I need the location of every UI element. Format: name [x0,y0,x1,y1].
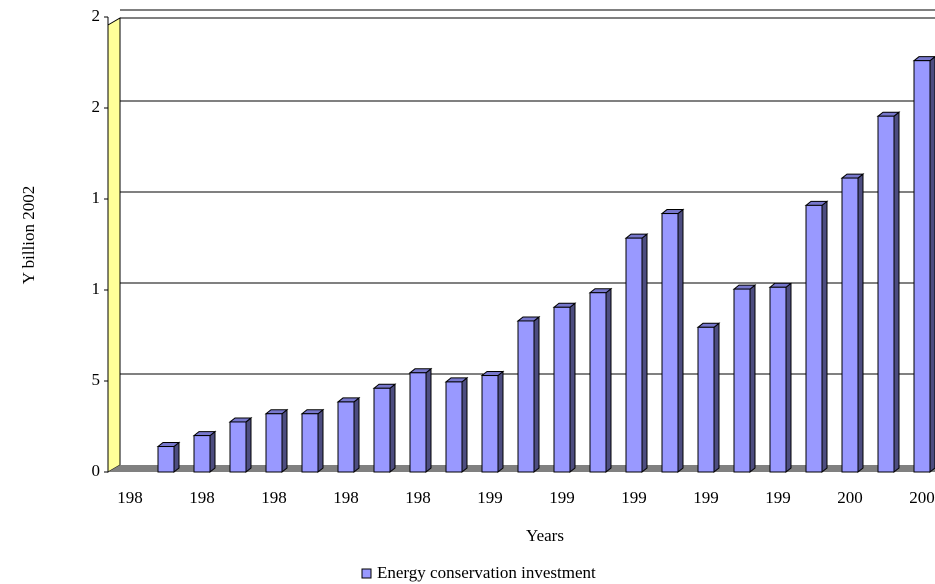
bar-side [353,396,360,474]
x-tick-label: 199 [549,488,575,507]
y-axis-title: Y billion 2002 [19,186,38,285]
y-tick-label: 5 [92,370,101,389]
bar-side [389,383,396,474]
y-tick-label: 2 [92,6,101,25]
bar [229,421,247,473]
left-wall [107,17,121,473]
bar-side [281,408,288,474]
bar [157,446,175,473]
bar [517,320,535,473]
x-tick-label: 200 [909,488,935,507]
x-tick-label: 199 [621,488,647,507]
bar-side [713,322,720,474]
bar [193,435,211,473]
bar-side [425,367,432,474]
bar [265,413,283,473]
bar [841,177,859,473]
bar-side [785,282,792,474]
x-tick-label: 199 [765,488,791,507]
bar [697,326,715,473]
bar-side [173,441,180,474]
bar [301,413,319,473]
y-tick-label: 1 [92,279,101,298]
bar-side [209,430,216,474]
bar-side [749,284,756,474]
bar-side [533,315,540,474]
bar-side [677,208,684,474]
bar [733,288,751,473]
y-tick-label: 0 [92,461,101,480]
x-tick-label: 199 [693,488,719,507]
bar [661,213,679,473]
bar [805,204,823,473]
bar [769,286,787,473]
legend-label: Energy conservation investment [377,563,596,582]
x-axis-title: Years [526,526,564,545]
bar [553,306,571,473]
bar-side [605,287,612,474]
x-tick-label: 200 [837,488,863,507]
bar [877,115,895,473]
x-tick-label: 198 [189,488,215,507]
bar-side [317,408,324,474]
bar-side [857,173,864,474]
bar-side [641,233,648,474]
bar-side [893,111,900,474]
bar-side [929,56,935,474]
bar [373,387,391,473]
bar-side [497,370,504,474]
bar [409,372,427,473]
bar-side [569,302,576,474]
bar-side [461,376,468,474]
y-tick-label: 1 [92,188,101,207]
x-tick-label: 198 [405,488,431,507]
x-tick-label: 198 [261,488,287,507]
bar [445,381,463,473]
x-tick-label: 198 [117,488,143,507]
bar [481,375,499,473]
x-tick-label: 198 [333,488,359,507]
bar [625,237,643,473]
bar [589,292,607,473]
y-tick-label: 2 [92,97,101,116]
legend-swatch [361,568,372,579]
bar [913,60,931,473]
x-tick-label: 199 [477,488,503,507]
bar-side [821,200,828,474]
bar [337,401,355,473]
bar-side [245,416,252,474]
